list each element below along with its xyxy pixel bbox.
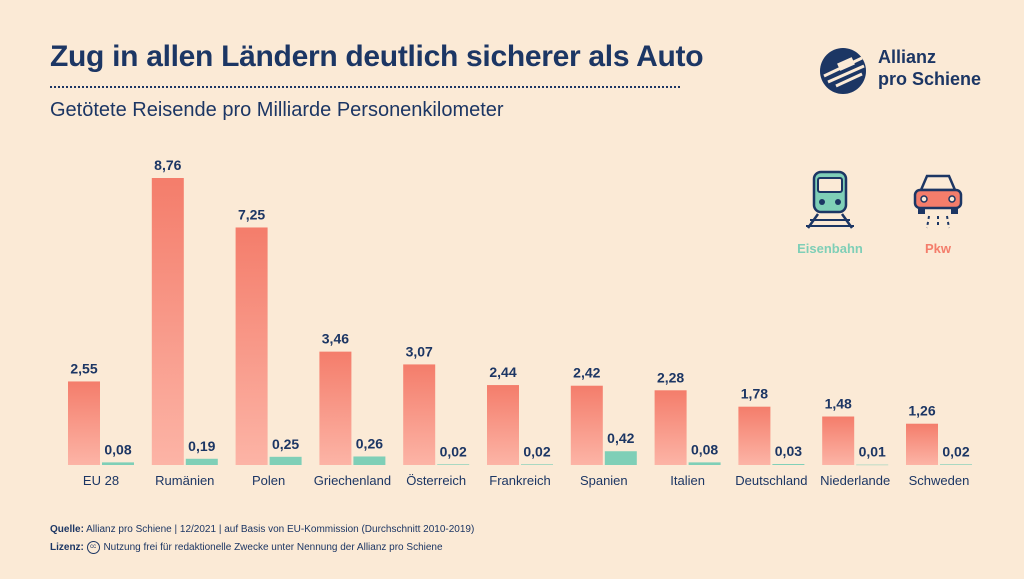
bar-pkw-deutschland <box>738 406 771 465</box>
license-label: Lizenz: <box>50 542 84 554</box>
bar-eisenbahn-osterreich <box>437 464 470 465</box>
bar-eisenbahn-deutschland <box>772 464 805 465</box>
logo-line-2: pro Schiene <box>878 69 982 89</box>
value-label-eisenbahn-griechenland: 0,26 <box>356 435 383 451</box>
chart-subtitle: Getötete Reisende pro Milliarde Personen… <box>50 99 504 121</box>
bar-eisenbahn-schweden <box>940 464 972 465</box>
car-icon <box>913 174 963 229</box>
bar-eisenbahn-polen <box>269 456 302 465</box>
x-tick-label-niederlande: Niederlande <box>820 473 890 488</box>
bar-eisenbahn-eu-28 <box>102 462 134 465</box>
x-tick-label-griechenland: Griechenland <box>314 473 391 488</box>
value-label-eisenbahn-schweden: 0,02 <box>942 443 969 459</box>
bar-eisenbahn-rumanien <box>185 458 218 465</box>
source-text: Allianz pro Schiene | 12/2021 | auf Basi… <box>86 524 475 535</box>
bar-pkw-schweden <box>906 423 938 465</box>
bar-pkw-griechenland <box>319 351 352 465</box>
logo-line-1: Allianz <box>878 47 937 67</box>
value-label-eisenbahn-osterreich: 0,02 <box>440 443 467 459</box>
value-label-eisenbahn-rumanien: 0,19 <box>188 438 215 454</box>
x-tick-label-osterreich: Österreich <box>406 473 466 488</box>
x-tick-label-polen: Polen <box>252 473 285 488</box>
bar-eisenbahn-griechenland <box>353 456 386 465</box>
source-line: Quelle: Allianz pro Schiene | 12/2021 | … <box>50 524 474 535</box>
bar-pkw-frankreich <box>487 385 519 465</box>
source-label: Quelle: <box>50 524 84 535</box>
value-label-pkw-griechenland: 3,46 <box>322 331 349 347</box>
x-tick-label-spanien: Spanien <box>580 473 628 488</box>
legend-rail-label: Eisenbahn <box>797 241 863 256</box>
x-tick-label-schweden: Schweden <box>909 473 970 488</box>
value-label-eisenbahn-eu-28: 0,08 <box>104 441 131 457</box>
x-tick-label-deutschland: Deutschland <box>735 473 807 488</box>
bar-pkw-spanien <box>570 385 603 465</box>
legend-car: Pkw <box>898 168 978 256</box>
value-label-pkw-rumanien: 8,76 <box>154 157 181 173</box>
license-line: Lizenz: cc Nutzung frei für redaktionell… <box>50 541 443 554</box>
value-label-eisenbahn-frankreich: 0,02 <box>523 443 550 459</box>
value-label-pkw-polen: 7,25 <box>238 206 265 222</box>
bar-eisenbahn-niederlande <box>856 464 889 466</box>
x-tick-label-eu-28: EU 28 <box>83 473 119 488</box>
value-label-eisenbahn-polen: 0,25 <box>272 436 299 452</box>
bar-pkw-niederlande <box>822 416 855 465</box>
bar-pkw-osterreich <box>403 364 436 465</box>
value-label-eisenbahn-italien: 0,08 <box>691 441 718 457</box>
value-label-pkw-deutschland: 1,78 <box>741 386 768 402</box>
value-label-pkw-frankreich: 2,44 <box>489 364 516 380</box>
title-divider <box>50 86 680 88</box>
bar-pkw-rumanien <box>151 178 184 465</box>
value-label-pkw-niederlande: 1,48 <box>825 396 852 412</box>
x-tick-label-italien: Italien <box>670 473 705 488</box>
train-icon <box>806 170 854 229</box>
value-label-pkw-osterreich: 3,07 <box>406 343 433 359</box>
cc-license-icon: cc <box>86 541 100 554</box>
value-label-pkw-italien: 2,28 <box>657 369 684 385</box>
allianz-logo-icon <box>820 48 866 94</box>
bar-pkw-italien <box>654 390 687 465</box>
value-label-pkw-spanien: 2,42 <box>573 365 600 381</box>
value-label-pkw-eu-28: 2,55 <box>70 360 97 376</box>
allianz-logo: Allianz pro Schiene <box>818 44 988 104</box>
value-label-eisenbahn-spanien: 0,42 <box>607 430 634 446</box>
legend-car-label: Pkw <box>924 241 951 256</box>
bar-eisenbahn-italien <box>688 462 721 465</box>
bar-pkw-polen <box>235 227 268 465</box>
value-label-eisenbahn-deutschland: 0,03 <box>775 443 802 459</box>
legend-rail: Eisenbahn <box>795 168 865 256</box>
value-label-eisenbahn-niederlande: 0,01 <box>859 444 886 460</box>
x-tick-label-rumanien: Rumänien <box>155 473 214 488</box>
bar-pkw-eu-28 <box>68 381 100 465</box>
license-text: Nutzung frei für redaktionelle Zwecke un… <box>103 542 443 554</box>
value-label-pkw-schweden: 1,26 <box>908 403 935 419</box>
x-tick-label-frankreich: Frankreich <box>489 473 550 488</box>
bar-eisenbahn-frankreich <box>521 464 553 465</box>
chart-title: Zug in allen Ländern deutlich sicherer a… <box>50 40 704 73</box>
bar-eisenbahn-spanien <box>604 451 637 465</box>
